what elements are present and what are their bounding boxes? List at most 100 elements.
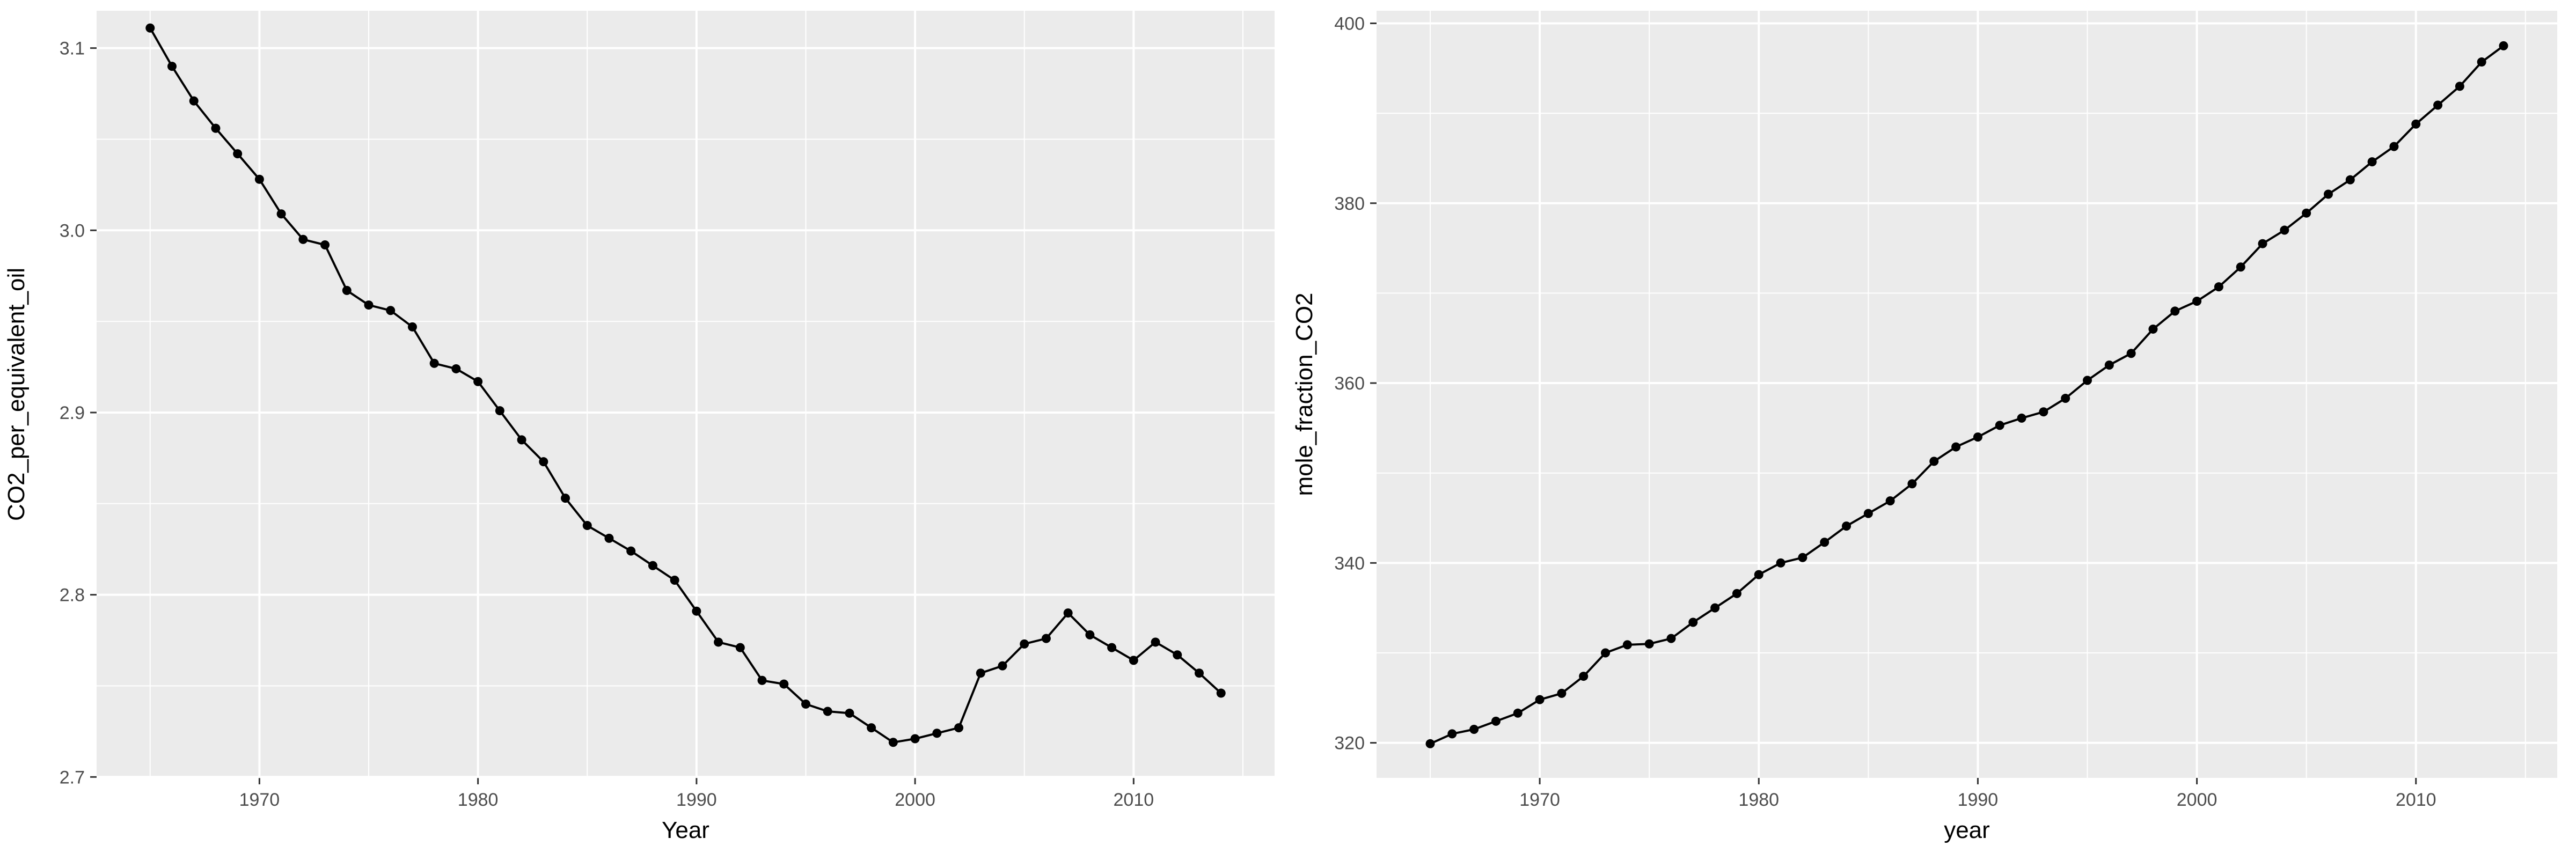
data-point — [1469, 724, 1479, 734]
data-point — [954, 723, 964, 733]
data-point — [714, 637, 723, 647]
y-tick-label: 320 — [1334, 733, 1365, 754]
data-point — [320, 240, 330, 249]
data-point — [823, 707, 832, 716]
data-point — [1710, 603, 1720, 613]
data-point — [1885, 496, 1895, 506]
data-point — [2477, 57, 2486, 67]
data-point — [1063, 608, 1073, 618]
data-point — [298, 234, 308, 244]
data-point — [1929, 457, 1939, 466]
data-point — [1425, 739, 1435, 748]
data-point — [2258, 239, 2267, 248]
data-point — [254, 174, 264, 184]
data-point — [386, 306, 396, 315]
data-point — [1842, 521, 1851, 531]
x-tick-label: 1970 — [1519, 790, 1560, 810]
data-point — [932, 729, 942, 738]
data-point — [407, 322, 417, 332]
data-point — [2170, 306, 2180, 316]
data-point — [1151, 637, 1160, 647]
data-point — [910, 734, 920, 744]
data-point — [276, 209, 286, 219]
data-point — [2039, 407, 2048, 417]
data-point — [1644, 639, 1654, 649]
y-tick-label: 340 — [1334, 553, 1365, 573]
data-point — [1688, 617, 1698, 627]
data-point — [2017, 413, 2026, 423]
data-point — [1601, 648, 1611, 658]
data-point — [604, 533, 614, 543]
data-point — [2367, 157, 2377, 167]
data-point — [2302, 208, 2311, 218]
data-point — [451, 364, 461, 373]
data-point — [1041, 634, 1051, 643]
data-point — [211, 123, 221, 133]
x-tick-label: 1990 — [676, 790, 717, 810]
data-point — [1216, 688, 1226, 698]
data-point — [429, 358, 439, 368]
data-point — [2280, 225, 2289, 235]
data-point — [2389, 142, 2399, 151]
data-point — [2214, 282, 2223, 292]
data-point — [517, 435, 526, 445]
data-point — [626, 546, 636, 556]
data-point — [2104, 361, 2114, 370]
data-point — [1557, 688, 1567, 698]
data-point — [582, 521, 592, 531]
chart-panel-2: 1970 1980 1990 2000 2010 320 340 360 380 400 year m… — [1291, 11, 2557, 843]
data-point — [2499, 41, 2508, 50]
x-tick-label: 2010 — [1114, 790, 1154, 810]
y-axis-title: CO2_per_equivalent_oil — [3, 268, 30, 521]
data-point — [145, 23, 155, 33]
data-point — [1129, 656, 1138, 665]
data-point — [2192, 296, 2202, 306]
x-tick-label: 2010 — [2396, 790, 2436, 810]
data-point — [495, 406, 504, 416]
data-point — [976, 668, 985, 678]
y-tick-label: 3.0 — [60, 220, 85, 241]
y-tick-label: 2.7 — [60, 767, 85, 788]
data-point — [670, 575, 679, 585]
data-point — [692, 606, 701, 616]
data-point — [1666, 634, 1676, 643]
data-point — [1173, 650, 1182, 660]
chart-panel-1: 1970 1980 1990 2000 2010 2.7 2.8 2.9 3.0 3.1 Year C… — [3, 11, 1275, 843]
data-point — [1995, 421, 2004, 430]
x-tick-label: 1970 — [239, 790, 280, 810]
x-tick-label: 1990 — [1958, 790, 1999, 810]
data-point — [2082, 376, 2092, 385]
plot-panel-background — [97, 11, 1275, 778]
x-axis-title: Year — [662, 817, 709, 843]
data-point — [2148, 324, 2158, 334]
data-point — [2323, 189, 2333, 199]
y-tick-label: 380 — [1334, 194, 1365, 214]
data-point — [233, 149, 243, 159]
data-point — [888, 738, 898, 747]
data-point — [1535, 695, 1545, 704]
data-point — [1107, 643, 1117, 652]
data-point — [1195, 668, 1204, 678]
y-tick-label: 360 — [1334, 373, 1365, 394]
y-tick-label: 3.1 — [60, 39, 85, 59]
data-point — [1820, 538, 1829, 547]
data-point — [189, 96, 199, 106]
data-point — [2236, 262, 2245, 272]
data-point — [779, 679, 789, 689]
data-point — [2455, 82, 2464, 91]
data-point — [167, 62, 177, 71]
y-tick-label: 400 — [1334, 13, 1365, 34]
data-point — [1798, 553, 1807, 562]
data-point — [1863, 509, 1873, 518]
data-point — [2126, 349, 2136, 358]
x-tick-label: 2000 — [2177, 790, 2218, 810]
data-point — [1491, 716, 1501, 726]
x-tick-label: 1980 — [458, 790, 499, 810]
x-tick-label: 2000 — [895, 790, 935, 810]
data-point — [1513, 708, 1523, 718]
data-point — [845, 708, 854, 718]
data-point — [1622, 640, 1632, 650]
x-tick-label: 1980 — [1738, 790, 1779, 810]
data-point — [1776, 558, 1785, 568]
data-point — [364, 300, 374, 310]
